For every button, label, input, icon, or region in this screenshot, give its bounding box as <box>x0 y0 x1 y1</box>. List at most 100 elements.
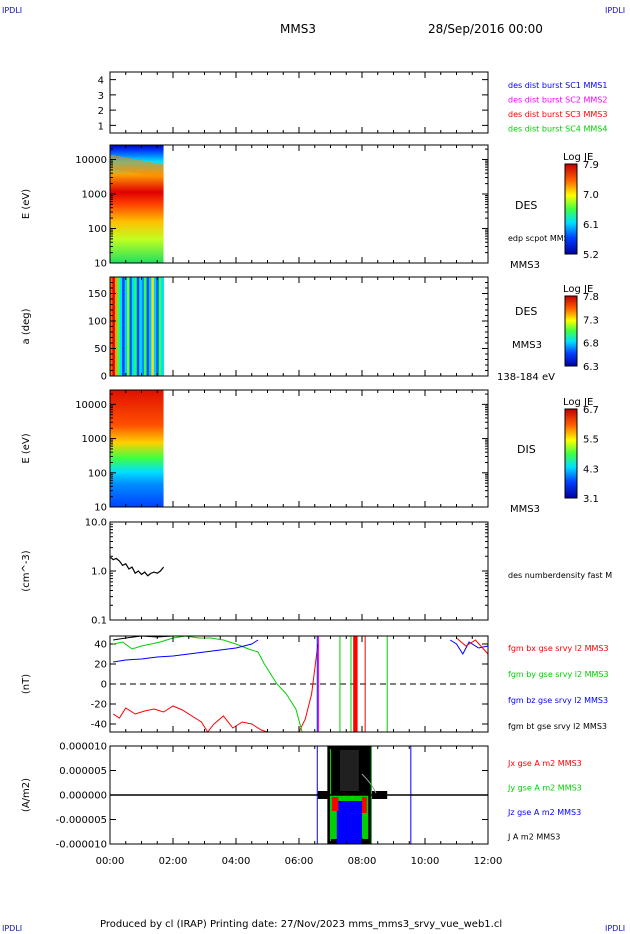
dis-energy-label: DIS <box>517 443 536 456</box>
des-pitch-colorbar <box>564 295 578 367</box>
des-energy-heatmap-band <box>131 159 137 173</box>
des-energy-heatmap-band <box>147 162 153 176</box>
density-ytick-label: 1.0 <box>91 567 107 578</box>
burst-ytick-label: 4 <box>98 76 104 87</box>
des-energy-colorbar <box>564 163 578 255</box>
des-pitch-ytick-label: 150 <box>88 289 107 300</box>
density-panel <box>109 521 489 621</box>
current-jx-fill <box>332 797 339 811</box>
des-pitch-heatmap-column <box>127 277 130 376</box>
b-field-ylabel: (nT) <box>21 674 32 694</box>
corner-label-br: IPDLI <box>605 924 626 933</box>
des-energy-heatmap-band <box>142 161 148 175</box>
current-j-core <box>339 750 359 791</box>
des-pitch-heatmap-column <box>139 277 143 376</box>
corner-label-bl: IPDLI <box>2 924 23 933</box>
time-axis-tick-label: 04:00 <box>222 856 251 867</box>
des-pitch-heatmap-column <box>146 277 150 376</box>
b-field-ytick-label: -40 <box>91 720 107 731</box>
des-pitch-heatmap-column <box>112 277 116 376</box>
des-energy-heatmap-band <box>126 158 132 172</box>
time-axis-tick-label: 08:00 <box>348 856 377 867</box>
des-pitch-colorbar-title: Log JE <box>563 284 593 295</box>
dis-energy-ytick-label: 10000 <box>75 400 107 411</box>
des-energy-heatmap-band <box>158 164 164 178</box>
des-energy-ylabel: E (eV) <box>21 189 32 219</box>
des-energy-heatmap-band <box>120 157 127 171</box>
des-energy-colorbar-tick: 6.1 <box>583 220 599 231</box>
current-ytick-label: -0.000010 <box>56 840 107 851</box>
burst-ytick-label: 2 <box>98 106 104 117</box>
dis-energy-colorbar-tick: 5.5 <box>583 435 599 446</box>
des-pitch-colorbar-tick: 7.8 <box>583 292 599 303</box>
des-pitch-heatmap-column <box>141 277 145 376</box>
des-pitch-ytick-label: 0 <box>101 372 107 383</box>
dis-energy-ytick-label: 1000 <box>82 434 107 445</box>
header-spacecraft: MMS3 <box>280 22 316 36</box>
current-legend-label: J A m2 MMS3 <box>507 833 560 842</box>
des-pitch-ylabel: a (deg) <box>21 308 32 344</box>
dis-energy-ytick-label: 100 <box>88 468 107 479</box>
des-energy-ytick-label: 1000 <box>82 189 107 200</box>
burst-ytick-label: 1 <box>98 121 104 132</box>
des-pitch-heatmap-column <box>151 277 155 376</box>
time-axis-tick-label: 02:00 <box>159 856 188 867</box>
des-pitch-heatmap-column <box>119 277 123 376</box>
current-jz-fill <box>336 801 362 844</box>
des-energy-panel <box>109 144 489 264</box>
burst-ytick-label: 3 <box>98 91 104 102</box>
b-field-late-bz <box>449 639 489 656</box>
des-energy-heatmap-band <box>110 155 116 169</box>
b-field-legend-label: fgm bt gse srvy l2 MMS3 <box>508 722 607 731</box>
des-energy-ytick-label: 10 <box>94 259 107 270</box>
des-energy-heatmap-band <box>152 163 159 177</box>
des-pitch-heatmap-column <box>156 277 160 376</box>
b-field-legend-label: fgm by gse srvy l2 MMS3 <box>508 670 609 679</box>
des-pitch-heatmap-column <box>129 277 133 376</box>
dis-energy-colorbar-tick: 6.7 <box>583 405 599 416</box>
b-field-late-bx <box>456 637 489 655</box>
footer-text: Produced by cl (IRAP) Printing date: 27/… <box>100 919 503 930</box>
current-legend-label: Jx gse A m2 MMS3 <box>507 759 582 768</box>
burst-legend-label: des dist burst SC3 MMS3 <box>508 110 607 119</box>
b-field-ytick-label: -20 <box>91 700 107 711</box>
dis-energy-colorbar-title: Log JE <box>563 397 593 408</box>
current-legend-label: Jy gse A m2 MMS3 <box>507 784 582 793</box>
des-energy-colorbar-title: Log JE <box>563 152 593 163</box>
b-field-series-line <box>113 635 303 733</box>
des-pitch-heatmap-column <box>122 277 126 376</box>
des-energy-bottom-label: MMS3 <box>510 260 540 271</box>
current-jx-fill <box>362 797 367 813</box>
des-pitch-label: DES <box>515 305 537 318</box>
time-axis-tick-label: 06:00 <box>285 856 314 867</box>
time-axis-tick-label: 00:00 <box>96 856 125 867</box>
b-field-legend-label: fgm bz gse srvy l2 MMS3 <box>508 696 608 705</box>
des-energy-ytick-label: 10000 <box>75 155 107 166</box>
des-energy-ytick-label: 100 <box>88 224 107 235</box>
dis-energy-ytick-label: 10 <box>94 503 107 514</box>
dis-energy-ylabel: E (eV) <box>21 433 32 463</box>
current-ytick-label: 0.000000 <box>59 791 107 802</box>
des-pitch-panel <box>109 276 489 377</box>
dis-energy-colorbar-tick: 3.1 <box>583 494 599 505</box>
des-pitch-heatmap-column <box>148 277 152 376</box>
des-pitch-bottom-label: 138-184 eV <box>497 372 555 383</box>
des-pitch-heatmap-column <box>134 277 138 376</box>
des-energy-sublabel: edp scpot MMS3 <box>508 234 574 243</box>
des-pitch-heatmap-column <box>124 277 128 376</box>
des-pitch-heatmap-column <box>158 277 162 376</box>
dis-energy-colorbar-tick: 4.3 <box>583 464 599 475</box>
dis-energy-heatmap <box>110 390 164 507</box>
corner-label-tr: IPDLI <box>605 6 626 15</box>
b-field-ytick-label: 0 <box>101 680 107 691</box>
burst-legend-label: des dist burst SC2 MMS2 <box>508 96 607 105</box>
density-ytick-label: 0.1 <box>91 616 107 627</box>
b-field-legend-label: fgm bx gse srvy l2 MMS3 <box>508 644 609 653</box>
density-series-line <box>110 556 165 577</box>
des-pitch-colorbar-tick: 6.8 <box>583 339 599 350</box>
current-ytick-label: 0.000005 <box>59 766 107 777</box>
des-pitch-heatmap-column <box>131 277 135 376</box>
des-pitch-heatmap-column <box>114 277 118 376</box>
header-date: 28/Sep/2016 00:00 <box>428 22 543 36</box>
dis-energy-bottom-label: MMS3 <box>510 504 540 515</box>
